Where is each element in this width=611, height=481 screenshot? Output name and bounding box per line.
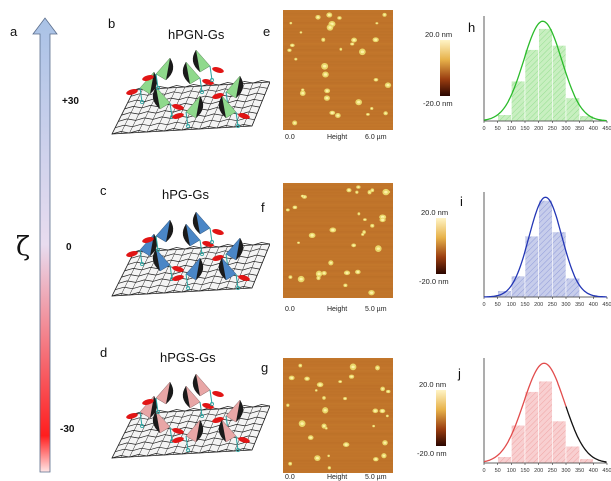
zeta-tick-minus30: -30 bbox=[60, 424, 75, 435]
histogram-tick-label: 150 bbox=[520, 126, 529, 132]
zeta-arrow bbox=[32, 17, 58, 473]
histogram-tick-label: 150 bbox=[520, 302, 529, 308]
histogram-bar bbox=[565, 445, 580, 464]
afm-f-cb-bottom: -20.0 nm bbox=[419, 277, 449, 286]
histogram-tick-label: 250 bbox=[548, 468, 557, 474]
panel-label-b: b bbox=[108, 16, 116, 31]
histogram-tick-label: 100 bbox=[507, 126, 516, 132]
histogram-bar bbox=[497, 456, 512, 464]
panel-label-i: i bbox=[460, 194, 463, 209]
histogram-tick-label: 400 bbox=[589, 302, 598, 308]
afm-g-axis-end: 5.0 µm bbox=[365, 474, 387, 481]
afm-e-axis-mid: Height bbox=[327, 134, 348, 141]
histogram-bar bbox=[565, 277, 580, 298]
histogram-bar bbox=[552, 420, 567, 464]
afm-g-axis-mid: Height bbox=[327, 474, 348, 481]
histogram-h: 0 50 100 150 200 250 300 350 400 450 bbox=[482, 16, 611, 132]
afm-g-cb-top: 20.0 nm bbox=[419, 380, 447, 389]
panel-label-a: a bbox=[10, 24, 18, 39]
panel-label-g: g bbox=[261, 360, 269, 375]
histogram-tick-label: 450 bbox=[602, 468, 611, 474]
histogram-tick-label: 0 bbox=[482, 302, 485, 308]
histogram-tick-label: 0 bbox=[482, 126, 485, 132]
zeta-symbol: ζ bbox=[16, 232, 31, 262]
histogram-tick-label: 200 bbox=[534, 468, 543, 474]
afm-f-cb-top: 20.0 nm bbox=[421, 208, 449, 217]
panel-label-c: c bbox=[100, 183, 107, 198]
afm-e-axis-end: 6.0 µm bbox=[365, 134, 387, 141]
scheme-title-c: hPG-Gs bbox=[162, 187, 209, 202]
histogram-bar bbox=[538, 200, 553, 298]
afm-image-g bbox=[283, 358, 393, 473]
afm-e-cb-bottom: -20.0 nm bbox=[423, 99, 453, 108]
graphene-scheme-b bbox=[111, 49, 270, 135]
histogram-tick-label: 450 bbox=[602, 126, 611, 132]
histogram-tick-label: 300 bbox=[561, 468, 570, 474]
histogram-tick-label: 300 bbox=[561, 302, 570, 308]
histogram-bar bbox=[538, 28, 553, 122]
histogram-tick-label: 100 bbox=[507, 468, 516, 474]
afm-f-colorbar bbox=[436, 218, 446, 274]
gaussian-fit-tail bbox=[565, 406, 607, 463]
afm-g-colorbar bbox=[436, 390, 446, 446]
histogram-tick-label: 200 bbox=[534, 302, 543, 308]
histogram-bar bbox=[511, 80, 526, 122]
histogram-bar bbox=[552, 45, 567, 122]
panel-label-e: e bbox=[263, 24, 271, 39]
zeta-tick-zero: 0 bbox=[66, 242, 72, 253]
histogram-tick-label: 400 bbox=[589, 126, 598, 132]
histogram-tick-label: 100 bbox=[507, 302, 516, 308]
histogram-tick-label: 50 bbox=[495, 126, 501, 132]
afm-f-axis-start: 0.0 bbox=[285, 306, 295, 313]
scheme-title-d: hPGS-Gs bbox=[160, 350, 216, 365]
histogram-bar bbox=[524, 391, 539, 464]
gaussian-fit-line bbox=[483, 20, 607, 122]
histogram-bar bbox=[524, 49, 539, 122]
histogram-tick-label: 50 bbox=[495, 468, 501, 474]
histogram-j: 0 50 100 150 200 250 300 350 400 450 bbox=[482, 358, 611, 474]
graphene-scheme-d bbox=[111, 373, 270, 459]
histogram-tick-label: 200 bbox=[534, 126, 543, 132]
scheme-title-b: hPGN-Gs bbox=[168, 27, 225, 42]
histogram-tick-label: 350 bbox=[575, 126, 584, 132]
panel-label-d: d bbox=[100, 345, 108, 360]
histogram-bar bbox=[511, 275, 526, 298]
histogram-i: 0 50 100 150 200 250 300 350 400 450 bbox=[482, 192, 611, 308]
histogram-tick-label: 350 bbox=[575, 302, 584, 308]
histogram-tick-label: 400 bbox=[589, 468, 598, 474]
gaussian-fit-line bbox=[484, 196, 607, 298]
afm-g-cb-bottom: -20.0 nm bbox=[417, 449, 447, 458]
histogram-bar bbox=[497, 114, 512, 122]
afm-image-e bbox=[283, 10, 393, 130]
histogram-tick-label: 250 bbox=[548, 302, 557, 308]
histogram-tick-label: 300 bbox=[561, 126, 570, 132]
histogram-bar bbox=[497, 290, 512, 298]
histogram-bar bbox=[579, 458, 594, 464]
gaussian-fit-line bbox=[483, 362, 567, 463]
histogram-tick-label: 0 bbox=[482, 468, 485, 474]
afm-image-f bbox=[283, 183, 393, 298]
afm-e-colorbar bbox=[440, 40, 450, 96]
histogram-tick-label: 250 bbox=[548, 126, 557, 132]
histogram-bar bbox=[538, 380, 553, 464]
histogram-tick-label: 150 bbox=[520, 468, 529, 474]
histogram-tick-label: 450 bbox=[602, 302, 611, 308]
afm-e-axis-start: 0.0 bbox=[285, 134, 295, 141]
histogram-tick-label: 350 bbox=[575, 468, 584, 474]
afm-f-axis-end: 5.0 µm bbox=[365, 306, 387, 313]
zeta-tick-plus30: +30 bbox=[62, 96, 79, 107]
afm-f-axis-mid: Height bbox=[327, 306, 348, 313]
afm-g-axis-start: 0.0 bbox=[285, 474, 295, 481]
panel-label-h: h bbox=[468, 20, 476, 35]
histogram-tick-label: 50 bbox=[495, 302, 501, 308]
afm-e-cb-top: 20.0 nm bbox=[425, 30, 453, 39]
panel-label-f: f bbox=[261, 200, 265, 215]
graphene-scheme-c bbox=[111, 211, 270, 297]
panel-label-j: j bbox=[458, 366, 461, 381]
